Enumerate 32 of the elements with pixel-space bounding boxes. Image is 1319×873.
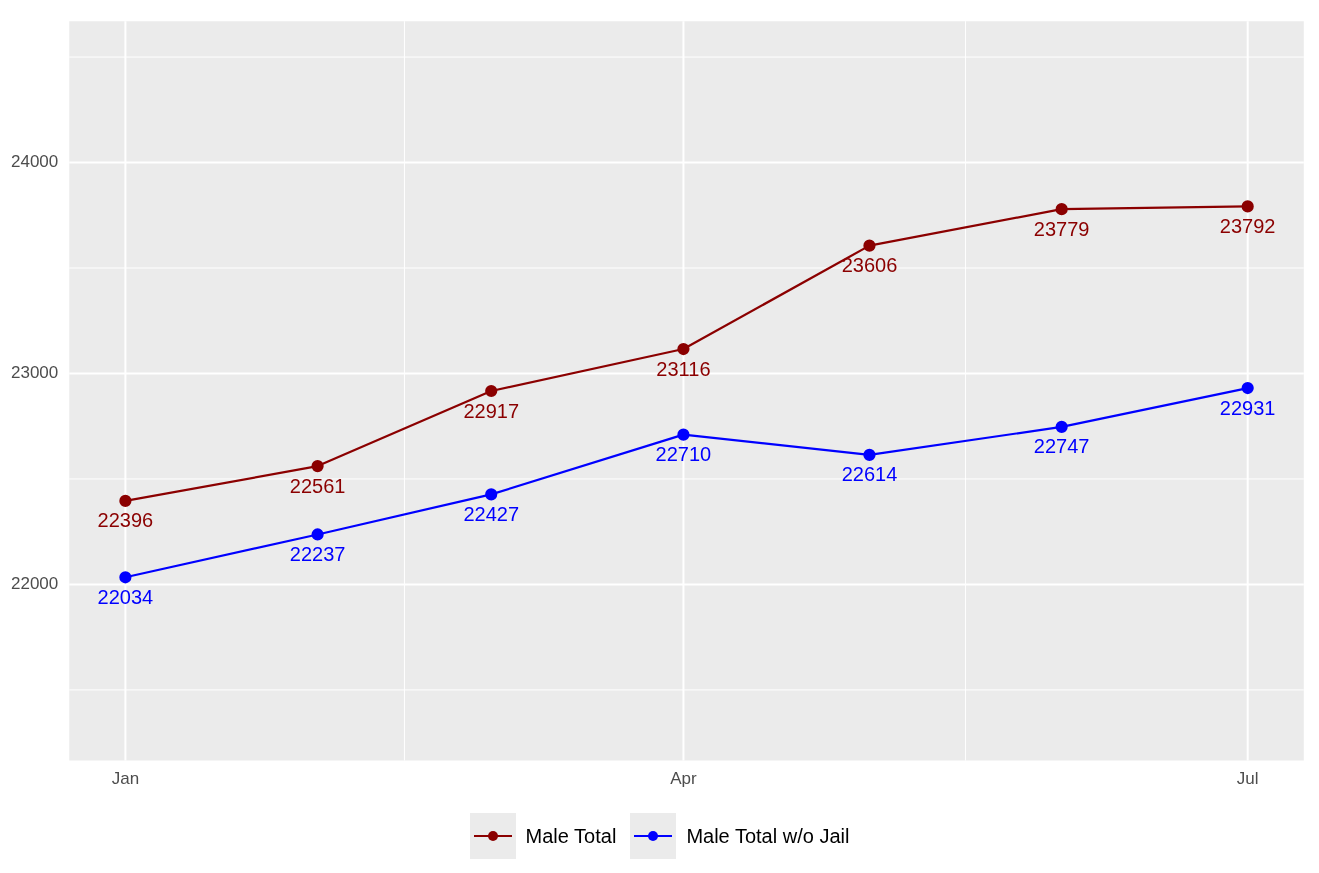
data-label: 23606	[841, 254, 898, 277]
y-tick-label: 23000	[10, 363, 59, 383]
data-label: 22427	[463, 502, 520, 525]
data-label: 23116	[656, 357, 711, 380]
data-label: 22747	[1033, 435, 1090, 458]
legend-label: Male Total w/o Jail	[686, 824, 850, 848]
legend-label: Male Total	[525, 824, 617, 848]
data-label: 22917	[463, 399, 520, 422]
data-label: 22561	[289, 474, 346, 497]
point	[1241, 200, 1254, 213]
y-tick-label: 24000	[10, 152, 59, 172]
point	[1241, 381, 1254, 395]
data-label: 22931	[1219, 396, 1276, 419]
point	[863, 239, 876, 252]
data-label: 22396	[97, 509, 154, 532]
point	[863, 448, 876, 462]
data-label: 23792	[1219, 214, 1276, 237]
data-label: 22614	[841, 463, 898, 486]
point	[311, 460, 324, 473]
data-label: 22034	[97, 585, 154, 608]
data-label: 23779	[1033, 217, 1090, 240]
point	[1055, 203, 1068, 216]
point	[1055, 420, 1068, 433]
data-label: 22237	[289, 542, 346, 565]
point	[119, 494, 132, 508]
point	[119, 571, 132, 584]
x-tick-label: Apr	[670, 769, 697, 789]
data-label: 22710	[655, 443, 712, 466]
y-tick-label: 22000	[10, 574, 59, 594]
x-tick-label: Jul	[1236, 769, 1259, 789]
x-tick-label: Jan	[111, 769, 140, 789]
point	[311, 528, 324, 541]
